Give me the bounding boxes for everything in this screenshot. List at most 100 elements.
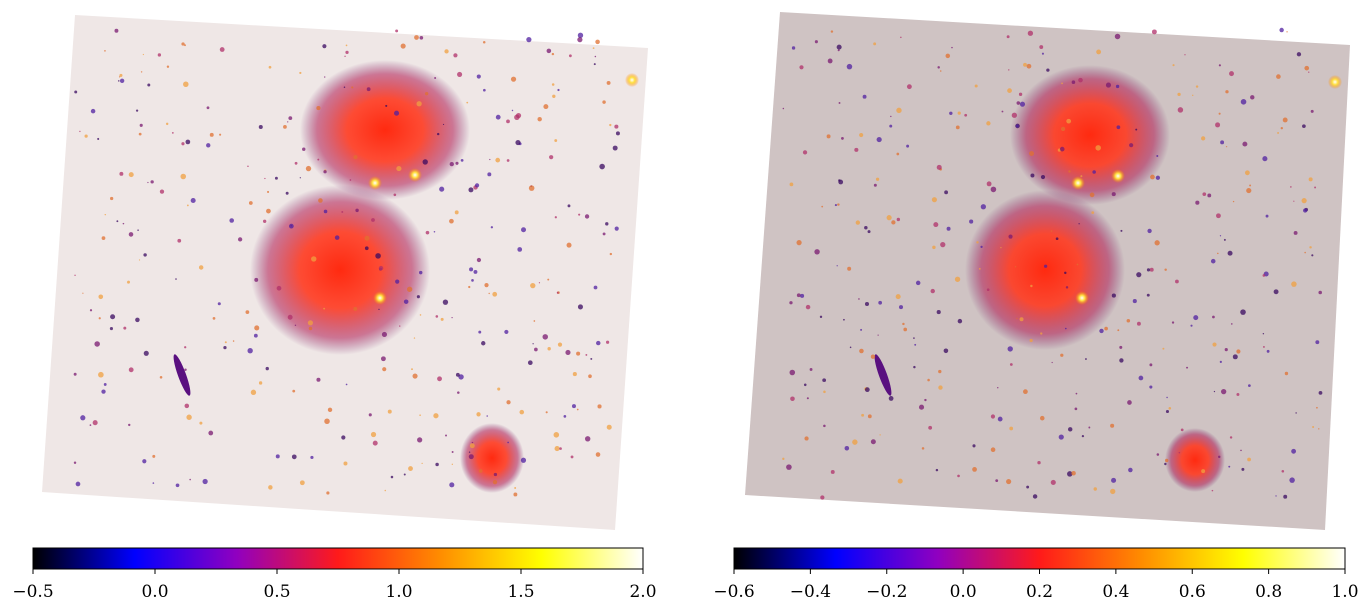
speckle [1314,186,1316,188]
speckle [956,125,960,129]
speckle [976,241,978,243]
speckle [859,349,864,354]
speckle [470,443,475,448]
speckle [969,220,973,224]
speckle [1196,85,1198,87]
speckle [599,164,605,170]
speckle [457,72,462,77]
colorbar-tick-label: −0.5 [12,582,53,602]
speckle [1267,350,1270,353]
speckle [1007,88,1012,93]
speckle [609,124,611,126]
speckle [1077,264,1079,266]
speckle [1012,113,1017,118]
speckle [355,209,358,212]
colorbar-tick-label: 1.0 [385,582,412,602]
speckle [287,121,288,122]
speckle [951,47,952,48]
speckle [1181,429,1184,432]
glow [300,60,470,200]
speckle [181,142,184,145]
speckle [1291,449,1296,454]
colorbar-tick-label: 1.0 [1331,582,1358,602]
speckle [603,232,606,235]
speckle [1060,147,1065,152]
speckle [1276,74,1281,79]
speckle [906,145,909,148]
speckle [492,292,497,297]
speckle [1215,122,1220,127]
speckle [1302,198,1307,203]
speckle [1219,113,1221,115]
speckle [1233,201,1234,202]
speckle [596,452,601,457]
speckle [223,346,226,349]
speckle [506,119,510,123]
speckle [1090,193,1095,198]
speckle [120,79,124,83]
speckle [449,482,454,487]
speckle [382,367,386,371]
speckle [1075,407,1078,410]
speckle [420,314,422,316]
speckle [806,305,810,309]
speckle [807,397,809,399]
speckle [577,37,582,42]
speckle [1019,93,1022,96]
speckle [219,134,221,136]
speckle [1150,175,1155,180]
speckle [1229,71,1234,76]
speckle [311,256,316,261]
speckle [184,44,186,46]
star [1328,75,1342,89]
speckle [476,412,480,416]
speckle [1281,127,1283,129]
speckle [119,172,123,176]
speckle [1285,372,1288,375]
speckle [385,105,387,107]
speckle [896,153,899,156]
speckle [507,159,510,162]
speckle [783,108,785,110]
speckle [93,420,98,425]
speckle [385,490,386,491]
speckle [322,44,326,48]
speckle [1000,247,1001,248]
speckle [796,240,801,245]
speckle [919,405,924,410]
speckle [1202,192,1206,196]
speckle [529,185,535,191]
speckle [1201,136,1205,140]
speckle [238,237,242,241]
speckle [916,281,920,285]
speckle [800,294,804,298]
speckle [191,198,196,203]
speckle [1207,194,1211,198]
speckle [546,411,548,413]
speckle [396,166,401,171]
speckle [506,400,510,404]
speckle [91,109,96,114]
speckle [295,325,296,326]
speckle [924,399,926,401]
speckle [1066,286,1068,288]
speckle [1059,434,1064,439]
speckle [326,491,329,494]
speckle [167,65,169,67]
speckle [160,189,164,193]
speckle [74,462,76,464]
speckle [991,414,995,418]
speckle [878,301,882,305]
speckle [367,87,371,91]
speckle [1066,119,1071,124]
speckle [995,479,998,482]
speckle [1039,45,1043,49]
speckle [1217,253,1219,255]
speckle [1064,272,1066,274]
speckle [300,480,305,485]
speckle [426,231,430,235]
speckle [938,385,942,389]
speckle [1184,54,1185,55]
speckle [828,59,833,64]
speckle [1275,495,1276,496]
